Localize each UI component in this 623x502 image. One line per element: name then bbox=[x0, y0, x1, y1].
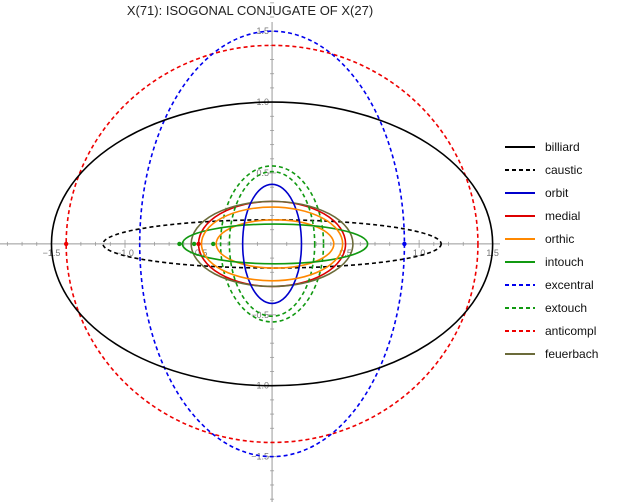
vertex-marker bbox=[191, 241, 197, 247]
curve-billiard bbox=[50, 101, 494, 387]
legend-label-extouch: extouch bbox=[545, 301, 587, 315]
curve-feuerbach bbox=[190, 200, 354, 288]
legend-label-medial: medial bbox=[545, 209, 580, 223]
legend-label-intouch: intouch bbox=[545, 255, 584, 269]
x-tick-label: 1.0 bbox=[413, 248, 426, 258]
legend-label-caustic: caustic bbox=[545, 163, 582, 177]
legend-label-orbit: orbit bbox=[545, 186, 569, 200]
curve-orthic bbox=[215, 219, 335, 269]
curve-orthic-inner bbox=[200, 206, 344, 282]
curve-intouch bbox=[181, 223, 369, 265]
y-tick-label: −1.5 bbox=[251, 452, 269, 462]
x-tick-label: −0.5 bbox=[190, 248, 208, 258]
x-tick-label: −1.0 bbox=[116, 248, 134, 258]
legend-label-billiard: billiard bbox=[545, 140, 580, 154]
legend-label-feuerbach: feuerbach bbox=[545, 347, 598, 361]
axes: −1.5 −1.0 −0.5 0.5 1.0 1.5−1.5−1.0−0.50.51.01… bbox=[0, 2, 500, 502]
markers bbox=[63, 241, 407, 247]
legend-label-excentral: excentral bbox=[545, 278, 594, 292]
curve-extouch-inner bbox=[228, 170, 316, 318]
y-tick-label: 0.5 bbox=[257, 168, 270, 178]
legend-label-anticompl: anticompl bbox=[545, 324, 596, 338]
vertex-marker bbox=[177, 241, 182, 247]
chart-title: X(71): ISOGONAL CONJUGATE OF X(27) bbox=[127, 3, 373, 18]
vertex-marker bbox=[211, 241, 216, 247]
y-tick-label: −0.5 bbox=[251, 310, 269, 320]
vertex-marker bbox=[196, 241, 201, 247]
x-tick-label: 0.5 bbox=[339, 248, 352, 258]
curve-orbit bbox=[241, 183, 303, 305]
legend-label-orthic: orthic bbox=[545, 232, 574, 246]
vertex-marker bbox=[63, 241, 69, 247]
vertex-marker bbox=[402, 241, 407, 247]
curve-extouch bbox=[219, 165, 325, 323]
legend: billiard caustic orbit medial orthic intouch e… bbox=[505, 140, 598, 361]
curve-anticompl bbox=[65, 44, 479, 444]
